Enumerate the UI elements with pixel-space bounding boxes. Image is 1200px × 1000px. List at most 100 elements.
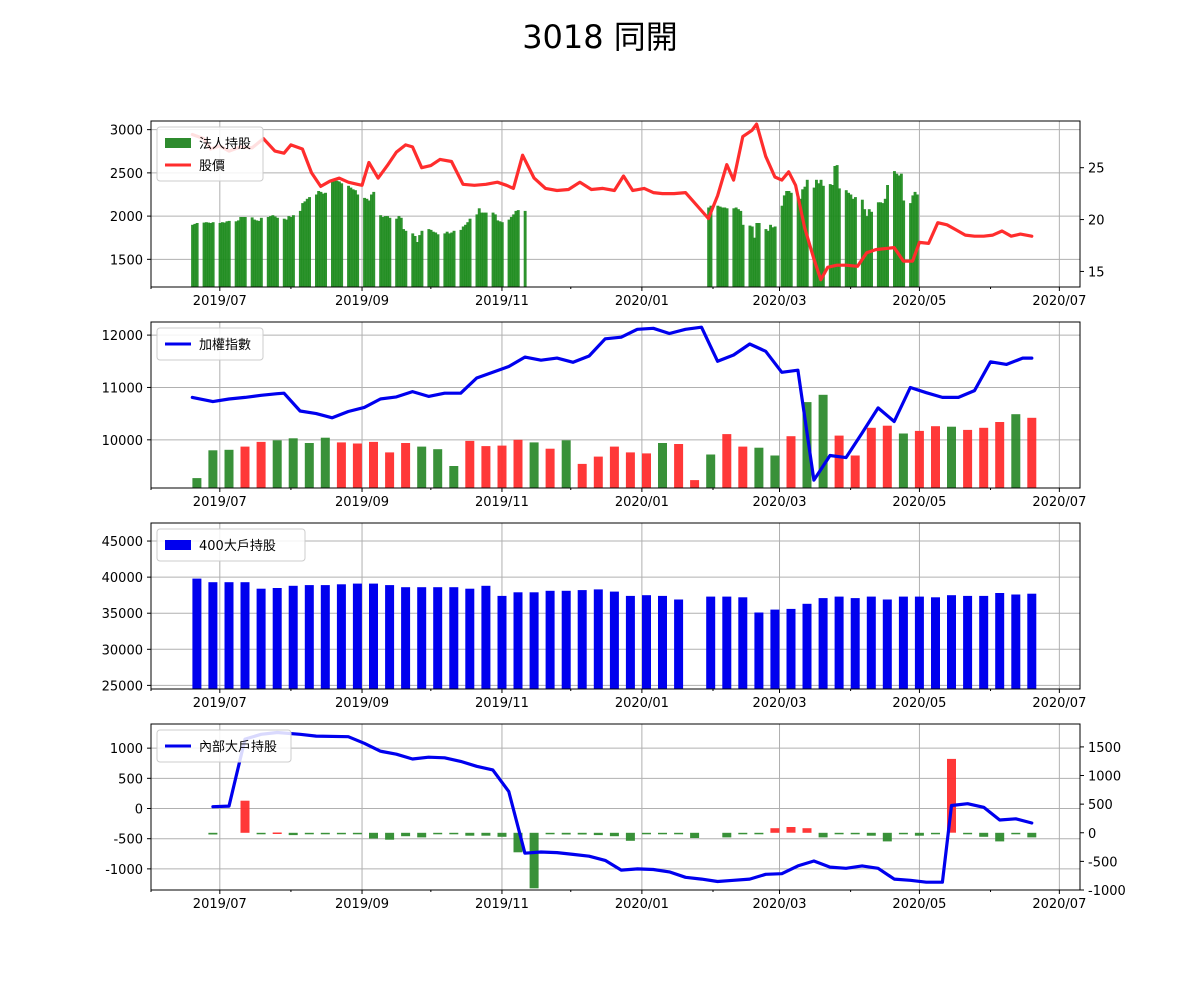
legend-label: 內部大戶持股 xyxy=(199,740,277,755)
change-bar xyxy=(898,832,908,835)
holding-bar xyxy=(315,194,318,287)
holder-bar xyxy=(658,595,667,689)
holding-bar xyxy=(780,205,784,287)
holding-bar xyxy=(239,217,243,287)
change-bar xyxy=(385,832,395,840)
holder-bar xyxy=(1027,593,1037,689)
holding-bar xyxy=(411,233,415,287)
holding-bar xyxy=(243,217,247,287)
change-bar xyxy=(834,832,844,835)
holding-bar xyxy=(195,223,199,287)
holding-bar xyxy=(237,220,240,287)
y-tick-label: 2500 xyxy=(110,167,143,182)
change-bar xyxy=(658,832,667,835)
holder-bar xyxy=(513,592,523,689)
holder-bar xyxy=(1011,594,1021,689)
change-bar xyxy=(240,800,250,833)
holding-bar xyxy=(367,200,371,287)
holder-bar xyxy=(417,587,427,689)
axes-frame xyxy=(150,321,1081,489)
index-bar xyxy=(545,448,555,488)
holding-bar xyxy=(204,222,208,287)
x-tick-label: 2020/03 xyxy=(753,897,807,912)
holding-bar xyxy=(436,234,440,287)
holder-bar xyxy=(320,585,330,689)
index-bar xyxy=(401,443,411,488)
holding-bar xyxy=(427,229,431,287)
change-bar xyxy=(625,832,635,841)
change-bar xyxy=(722,832,732,838)
y-tick-label: 30000 xyxy=(102,643,143,658)
holding-bar xyxy=(223,222,227,287)
x-tick-label: 2019/09 xyxy=(335,897,389,912)
change-bar xyxy=(882,832,892,842)
change-bar xyxy=(417,832,427,838)
x-tick-label: 2019/07 xyxy=(193,696,247,711)
holding-bar xyxy=(817,183,821,288)
holder-bar xyxy=(947,595,956,689)
holding-bar xyxy=(723,207,727,287)
change-bar xyxy=(1027,832,1037,838)
holding-bar xyxy=(285,219,288,287)
holding-bar xyxy=(828,184,832,287)
change-bar xyxy=(1011,832,1021,835)
holder-bar xyxy=(272,588,282,689)
change-bar xyxy=(256,832,266,835)
holding-bar xyxy=(707,207,711,287)
holding-bar xyxy=(292,215,295,287)
holding-bar xyxy=(193,223,197,287)
holding-bar xyxy=(514,210,518,287)
index-bar xyxy=(818,394,828,488)
change-bar xyxy=(770,828,780,833)
holding-bar xyxy=(915,194,919,287)
index-bar xyxy=(192,478,202,488)
holding-bar xyxy=(769,224,772,288)
change-bar xyxy=(690,832,700,838)
holder-bar xyxy=(995,593,1005,689)
change-bar xyxy=(304,832,314,835)
axes-frame xyxy=(150,120,1081,288)
holding-bar xyxy=(782,195,786,287)
holding-bar xyxy=(716,205,720,287)
holding-bar xyxy=(773,226,777,287)
change-bar xyxy=(931,832,940,835)
index-bar xyxy=(433,449,443,488)
y-tick-label: -500 xyxy=(113,833,143,848)
index-bar xyxy=(385,452,395,488)
holding-bar xyxy=(789,192,793,287)
holding-bar xyxy=(448,233,451,287)
index-bar xyxy=(1027,417,1037,488)
holder-bar xyxy=(577,590,587,689)
insider-line xyxy=(211,730,1034,884)
x-tick-label: 2020/07 xyxy=(1032,294,1086,309)
y2-tick-label: 20 xyxy=(1088,214,1105,229)
holding-bar xyxy=(721,207,724,287)
holding-bar xyxy=(496,220,500,287)
holder-bar xyxy=(882,599,892,689)
holding-bar xyxy=(207,222,210,287)
change-bar xyxy=(352,832,362,835)
holding-bar xyxy=(209,223,213,287)
x-tick-label: 2020/01 xyxy=(615,897,669,912)
change-bar xyxy=(609,832,619,837)
x-tick-label: 2019/11 xyxy=(475,897,529,912)
holding-bar xyxy=(351,189,355,287)
holder-bar xyxy=(706,596,716,689)
holder-bar xyxy=(931,597,940,689)
holding-bar xyxy=(787,191,791,287)
index-bar xyxy=(609,446,619,488)
holding-bar xyxy=(748,225,752,287)
y-tick-label: 1500 xyxy=(110,253,143,268)
x-tick-label: 2019/11 xyxy=(475,495,529,510)
x-tick-label: 2020/07 xyxy=(1032,696,1086,711)
holding-bar xyxy=(766,230,770,287)
y-tick-label: 12000 xyxy=(102,329,143,344)
change-bar xyxy=(208,832,218,835)
holder-bar xyxy=(866,596,876,689)
holder-bar xyxy=(754,612,764,689)
holding-bar xyxy=(493,214,497,287)
holding-bar xyxy=(881,203,885,287)
holding-bar xyxy=(893,171,896,287)
x-tick-label: 2020/05 xyxy=(892,696,946,711)
change-bar xyxy=(738,832,748,835)
